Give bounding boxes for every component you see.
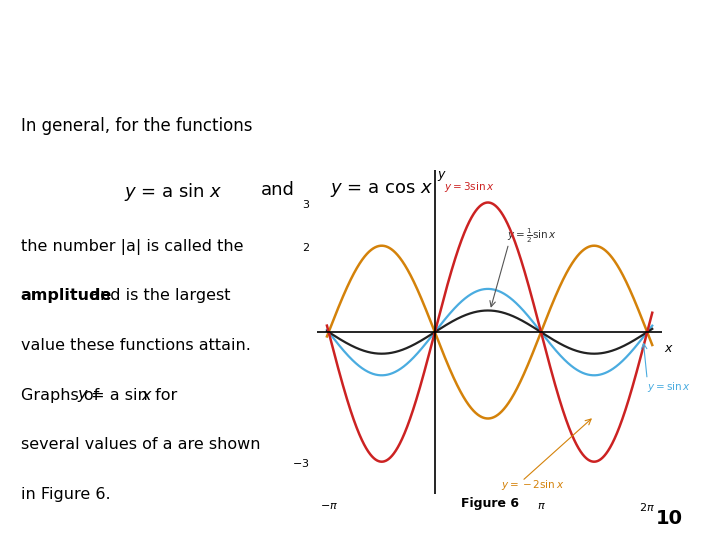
Text: amplitude: amplitude (21, 288, 112, 303)
Text: $y$: $y$ (437, 169, 446, 183)
Text: In general, for the functions: In general, for the functions (21, 117, 252, 135)
Text: $x$: $x$ (664, 342, 674, 355)
Text: Figure 6: Figure 6 (461, 497, 518, 510)
Text: and: and (261, 181, 295, 199)
Text: $y = \sin x$: $y = \sin x$ (647, 380, 691, 394)
Text: $y$: $y$ (77, 388, 89, 403)
Text: $y = -2\sin x$: $y = -2\sin x$ (500, 478, 564, 492)
Text: Graphs of: Graphs of (21, 388, 104, 402)
Text: Graphs of Transformations of Sine and Cosine: Graphs of Transformations of Sine and Co… (13, 27, 588, 47)
Text: several values of a are shown: several values of a are shown (21, 437, 260, 452)
Text: for: for (150, 388, 177, 402)
Text: $y = 3\sin x$: $y = 3\sin x$ (444, 180, 495, 194)
Text: $y$ = a cos $x$: $y$ = a cos $x$ (330, 181, 433, 199)
Text: $y$ = a sin $x$: $y$ = a sin $x$ (124, 181, 222, 204)
Text: value these functions attain.: value these functions attain. (21, 338, 251, 353)
Text: = a sin: = a sin (86, 388, 153, 402)
Text: 10: 10 (655, 509, 683, 528)
Text: $y = \frac{1}{2}\sin x$: $y = \frac{1}{2}\sin x$ (507, 227, 557, 245)
Text: and is the largest: and is the largest (85, 288, 230, 303)
Text: $x$: $x$ (141, 388, 153, 402)
Text: the number |a| is called the: the number |a| is called the (21, 239, 243, 255)
Text: in Figure 6.: in Figure 6. (21, 487, 110, 502)
